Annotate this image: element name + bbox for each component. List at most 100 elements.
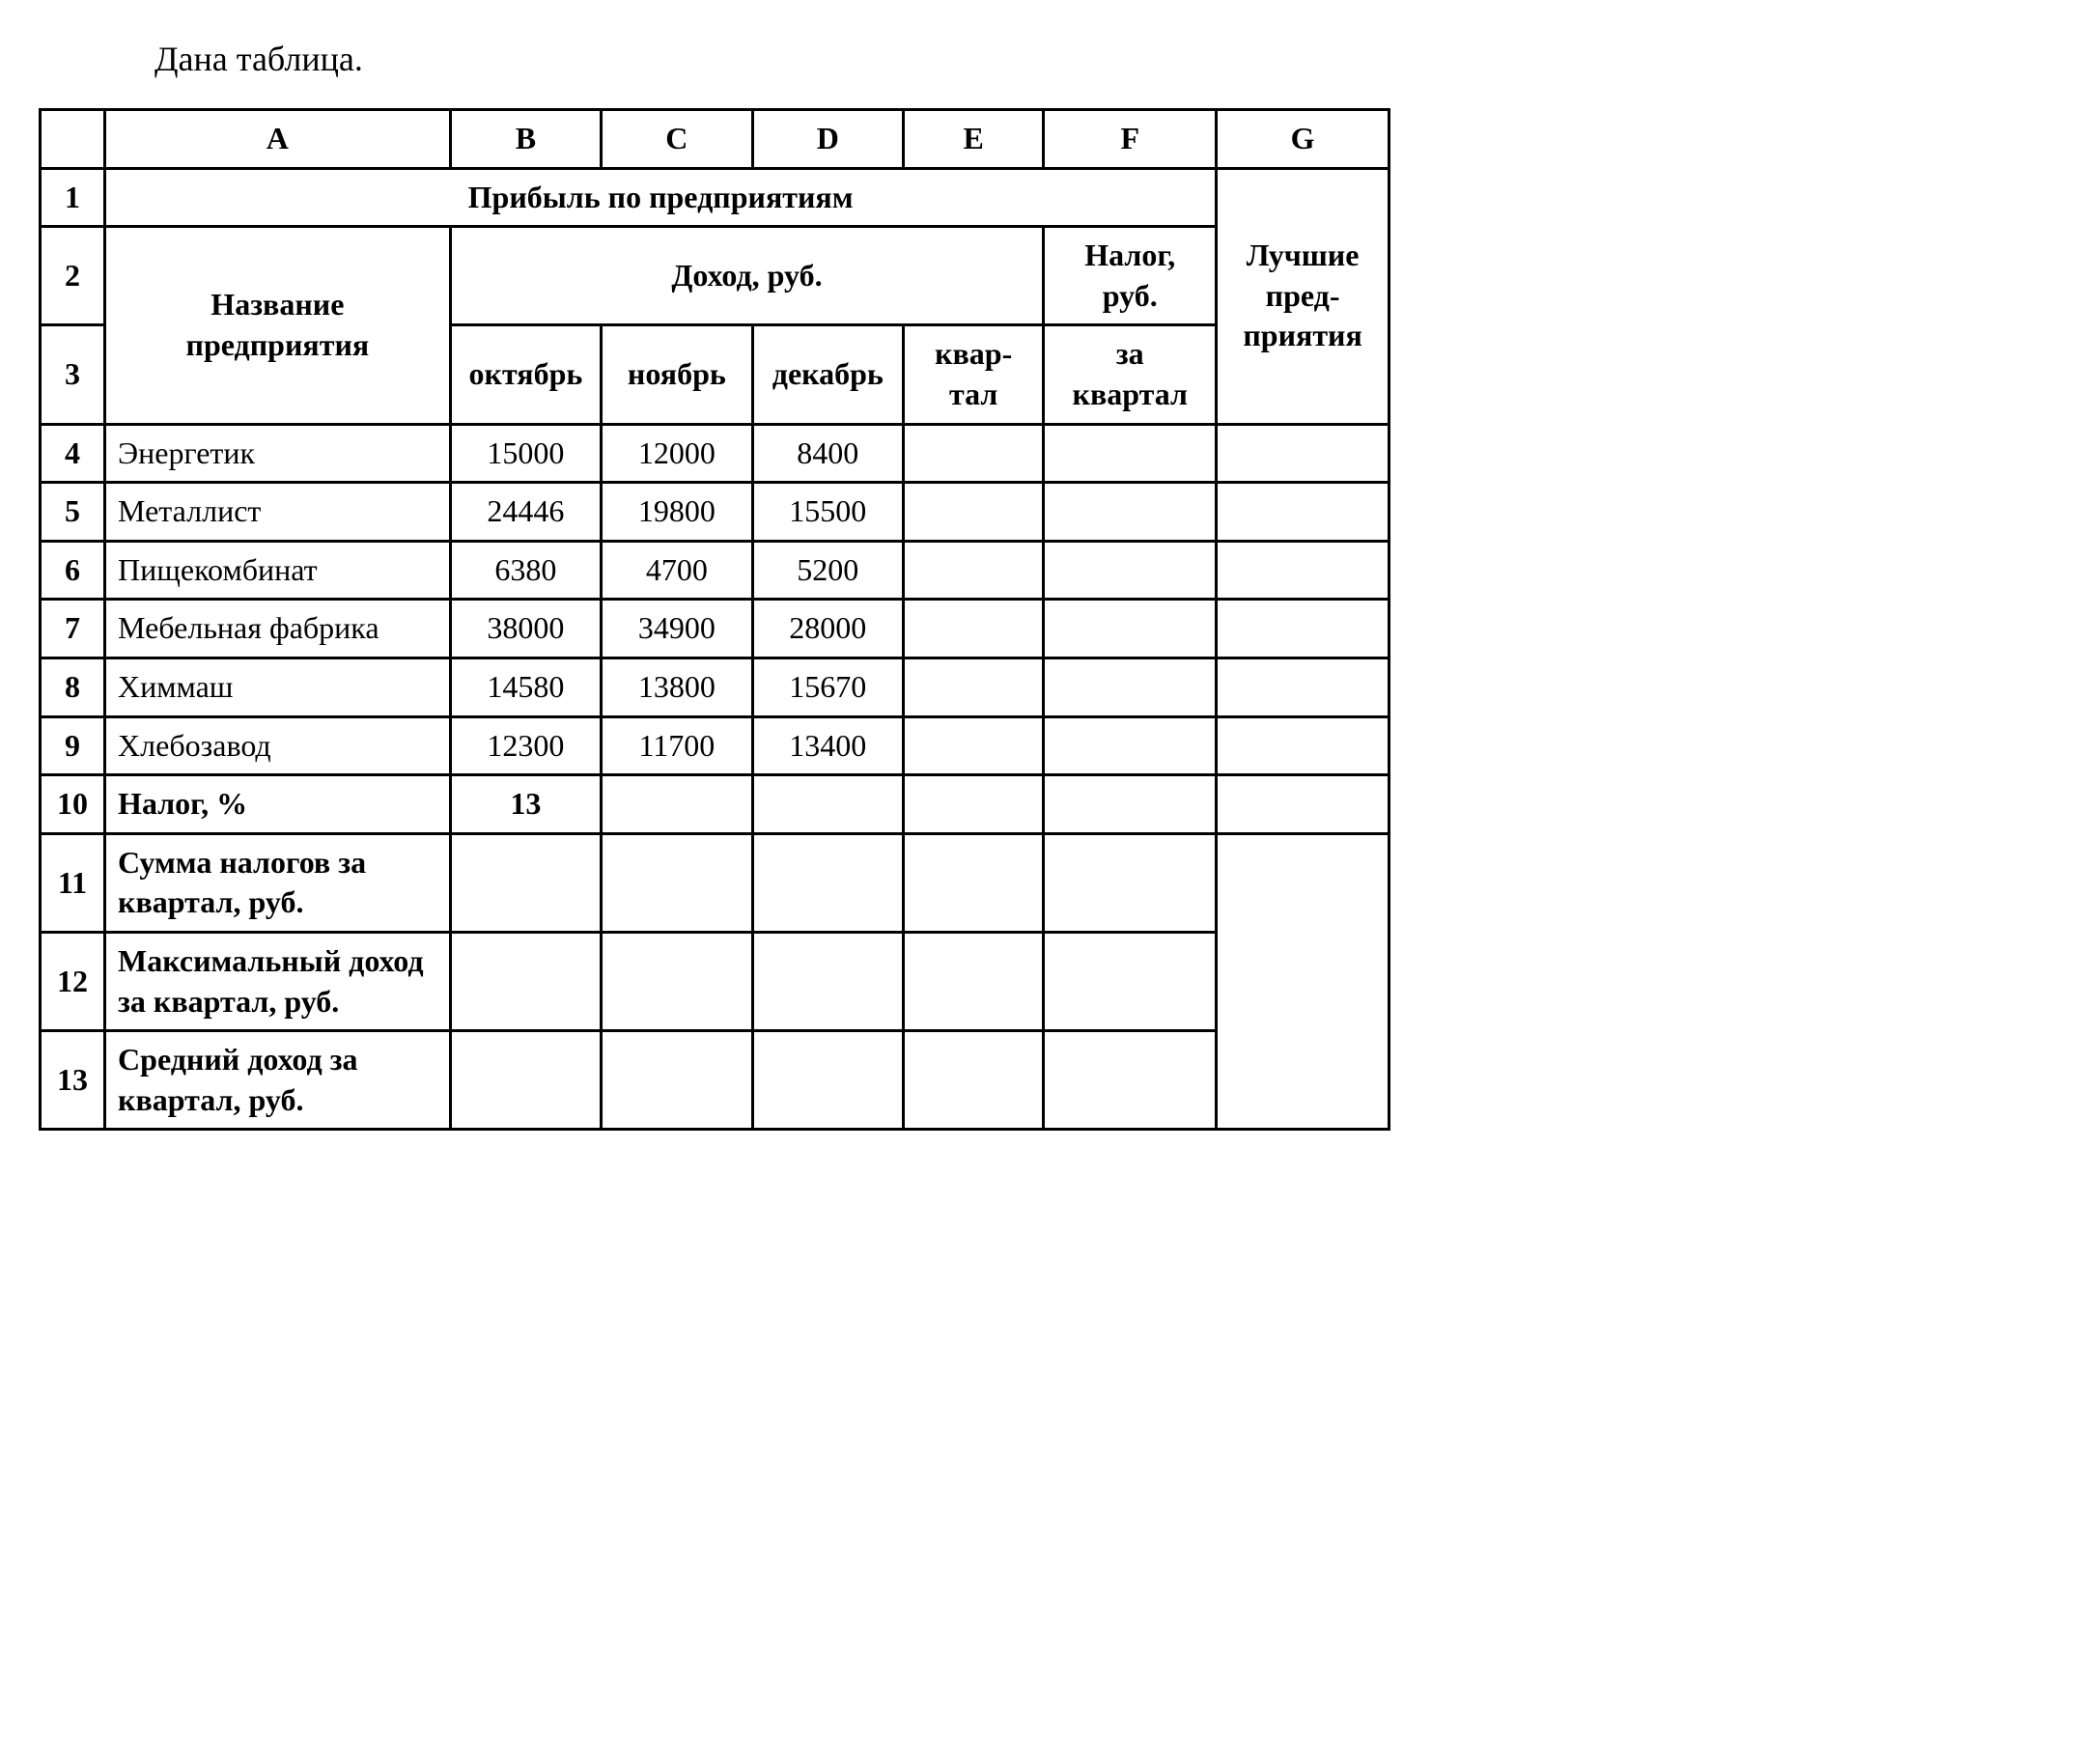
header-best: Лучшие пред­приятия (1217, 168, 1389, 424)
r5-oct: 24446 (450, 483, 601, 542)
r5-nov: 19800 (602, 483, 752, 542)
r7-tax (1044, 600, 1217, 658)
r4-oct: 15000 (450, 424, 601, 483)
r13-c (602, 1031, 752, 1130)
r4-dec: 8400 (752, 424, 903, 483)
r4-nov: 12000 (602, 424, 752, 483)
r5-tax (1044, 483, 1217, 542)
header-quarter: квар­тал (904, 325, 1044, 424)
col-D: D (752, 110, 903, 169)
rownum-3: 3 (41, 325, 105, 424)
row-12: 12 Максимальный до­ход за квартал, руб. (41, 932, 1389, 1030)
r11-d (752, 833, 903, 932)
row-10: 10 Налог, % 13 (41, 775, 1389, 834)
rownum-8: 8 (41, 658, 105, 716)
row-9: 9 Хлебозавод 12300 11700 13400 (41, 716, 1389, 775)
r7-dec: 28000 (752, 600, 903, 658)
r10-label: Налог, % (105, 775, 451, 834)
r9-name: Хлебозавод (105, 716, 451, 775)
rownum-7: 7 (41, 600, 105, 658)
row-11: 11 Сумма налогов за квартал, руб. (41, 833, 1389, 932)
r12-e (904, 932, 1044, 1030)
row-4: 4 Энергетик 15000 12000 8400 (41, 424, 1389, 483)
rownum-10: 10 (41, 775, 105, 834)
rownum-1: 1 (41, 168, 105, 227)
r8-oct: 14580 (450, 658, 601, 716)
row-7: 7 Мебельная фаб­рика 38000 34900 28000 (41, 600, 1389, 658)
r5-name: Металлист (105, 483, 451, 542)
r11-b (450, 833, 601, 932)
r6-name: Пищекомбинат (105, 541, 451, 600)
r4-name: Энергетик (105, 424, 451, 483)
r11-e (904, 833, 1044, 932)
row-13: 13 Средний доход за квартал, руб. (41, 1031, 1389, 1130)
col-E: E (904, 110, 1044, 169)
row-8: 8 Химмаш 14580 13800 15670 (41, 658, 1389, 716)
r12-c (602, 932, 752, 1030)
r7-best (1217, 600, 1389, 658)
r7-name: Мебельная фаб­рика (105, 600, 451, 658)
corner-cell (41, 110, 105, 169)
caption-text: Дана таблица. (154, 39, 2038, 79)
r11-c (602, 833, 752, 932)
r12-label: Максимальный до­ход за квартал, руб. (105, 932, 451, 1030)
row-1: 1 Прибыль по предприятиям Лучшие пред­пр… (41, 168, 1389, 227)
r10-e (904, 775, 1044, 834)
column-letters-row: A B C D E F G (41, 110, 1389, 169)
r8-quarter (904, 658, 1044, 716)
r13-label: Средний доход за квартал, руб. (105, 1031, 451, 1130)
col-B: B (450, 110, 601, 169)
r12-b (450, 932, 601, 1030)
r13-d (752, 1031, 903, 1130)
r5-best (1217, 483, 1389, 542)
r10-g (1217, 775, 1389, 834)
header-per-quarter: за квартал (1044, 325, 1217, 424)
r11-13-g (1217, 833, 1389, 1130)
header-tax-group: Налог, руб. (1044, 227, 1217, 325)
r4-tax (1044, 424, 1217, 483)
table-title: Прибыль по предприятиям (105, 168, 1217, 227)
rownum-6: 6 (41, 541, 105, 600)
r8-nov: 13800 (602, 658, 752, 716)
r6-best (1217, 541, 1389, 600)
r8-best (1217, 658, 1389, 716)
rownum-11: 11 (41, 833, 105, 932)
r8-tax (1044, 658, 1217, 716)
r9-nov: 11700 (602, 716, 752, 775)
r6-nov: 4700 (602, 541, 752, 600)
col-A: A (105, 110, 451, 169)
r7-quarter (904, 600, 1044, 658)
row-6: 6 Пищекомбинат 6380 4700 5200 (41, 541, 1389, 600)
data-table: A B C D E F G 1 Прибыль по предприятиям … (39, 108, 1390, 1131)
r9-tax (1044, 716, 1217, 775)
header-oct: ок­тябрь (450, 325, 601, 424)
rownum-13: 13 (41, 1031, 105, 1130)
col-G: G (1217, 110, 1389, 169)
r6-oct: 6380 (450, 541, 601, 600)
r13-b (450, 1031, 601, 1130)
r10-f (1044, 775, 1217, 834)
col-C: C (602, 110, 752, 169)
header-dec: де­кабрь (752, 325, 903, 424)
r4-quarter (904, 424, 1044, 483)
r6-tax (1044, 541, 1217, 600)
r9-dec: 13400 (752, 716, 903, 775)
header-income-group: Доход, руб. (450, 227, 1044, 325)
r8-dec: 15670 (752, 658, 903, 716)
r5-dec: 15500 (752, 483, 903, 542)
rownum-5: 5 (41, 483, 105, 542)
r11-f (1044, 833, 1217, 932)
row-2: 2 Название предприятия Доход, руб. Налог… (41, 227, 1389, 325)
r12-d (752, 932, 903, 1030)
rownum-12: 12 (41, 932, 105, 1030)
r7-nov: 34900 (602, 600, 752, 658)
r8-name: Химмаш (105, 658, 451, 716)
r7-oct: 38000 (450, 600, 601, 658)
r10-d (752, 775, 903, 834)
r13-e (904, 1031, 1044, 1130)
header-name: Название предприятия (105, 227, 451, 424)
r10-val: 13 (450, 775, 601, 834)
r9-best (1217, 716, 1389, 775)
rownum-2: 2 (41, 227, 105, 325)
r12-f (1044, 932, 1217, 1030)
